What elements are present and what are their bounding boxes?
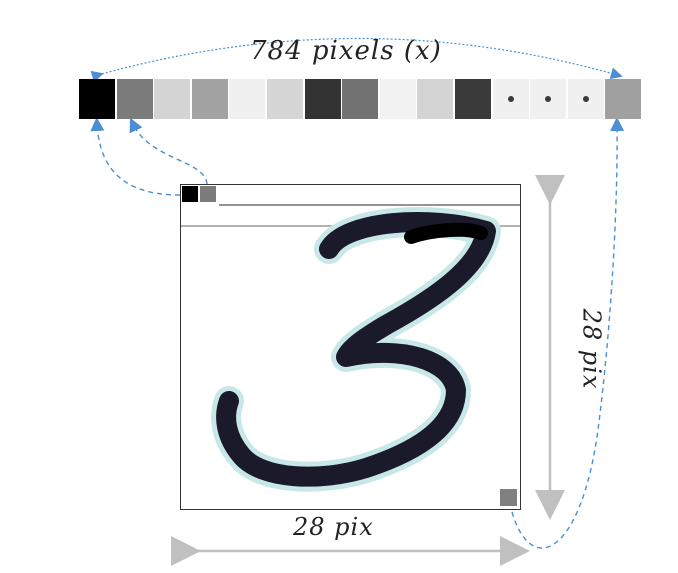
pixel-cell-ellipsis (567, 79, 604, 119)
pixel-cell (229, 79, 266, 119)
height-label: 28 pix (577, 308, 606, 390)
first-pixel-link (90, 117, 181, 196)
pixel-cell (455, 79, 491, 119)
pixel-cell-ellipsis (530, 79, 567, 119)
pixel-cell (79, 79, 115, 119)
last-image-pixel (500, 489, 517, 506)
digit-image (180, 184, 521, 510)
ellipsis-dot (545, 96, 552, 102)
width-label: 28 pix (293, 513, 374, 541)
second-pixel-link (129, 117, 208, 185)
pixel-cell (417, 79, 454, 119)
pixel-cell (267, 79, 303, 119)
digit-glyph (181, 204, 520, 492)
pixel-cell (379, 79, 416, 119)
pixel-cell (605, 79, 642, 119)
first-image-pixel (182, 186, 198, 202)
ellipsis-dot (507, 96, 514, 102)
pixel-cell (304, 79, 341, 119)
pixel-cell-ellipsis (492, 79, 529, 119)
pixel-cell (154, 79, 191, 119)
second-image-pixel (200, 186, 216, 202)
pixel-cell (342, 79, 379, 119)
pixel-count-label: 784 pixels (x) (250, 36, 442, 66)
last-pixel-link (511, 117, 625, 549)
ellipsis-dot (582, 96, 589, 102)
pixel-cell (116, 79, 153, 119)
pixel-cell (191, 79, 228, 119)
row-span-arrow (90, 37, 623, 83)
